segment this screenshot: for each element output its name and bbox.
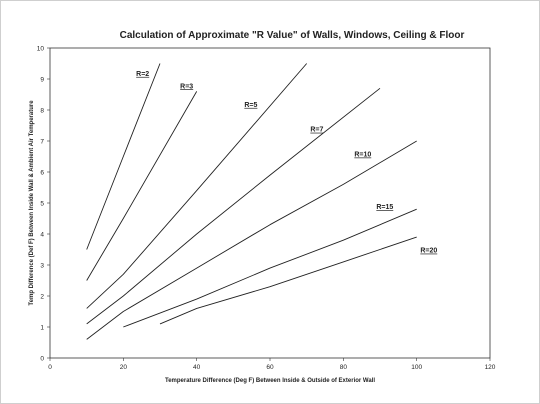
- y-axis: 0 1 2 3 4 5 6 7 8 9 10: [37, 45, 50, 362]
- x-tick-label: 0: [48, 364, 52, 371]
- series-line-r7: [86, 87, 381, 325]
- series-line-r3: [86, 91, 198, 281]
- series-lines: [86, 63, 417, 340]
- chart-title: Calculation of Approximate "R Value" of …: [120, 30, 465, 41]
- series-label-r10: R=10: [354, 152, 371, 159]
- series-line-r5: [86, 63, 308, 309]
- y-tick-label: 6: [40, 169, 44, 176]
- y-tick-label: 1: [40, 324, 44, 331]
- y-tick-label: 4: [40, 231, 44, 238]
- series-label-r5: R=5: [244, 102, 257, 109]
- y-tick-label: 0: [40, 355, 44, 362]
- x-tick-label: 80: [340, 364, 348, 371]
- series-label-r2: R=2: [136, 71, 149, 78]
- x-tick-label: 120: [485, 364, 496, 371]
- x-tick-label: 60: [266, 364, 274, 371]
- x-tick-label: 20: [120, 364, 128, 371]
- series-label-r7: R=7: [310, 127, 323, 134]
- y-tick-label: 2: [40, 293, 44, 300]
- series-line-r15: [123, 208, 417, 328]
- series-line-r2: [86, 63, 161, 250]
- series-labels: R=2 R=3 R=5 R=7 R=10 R=15 R=20: [136, 71, 437, 255]
- series-label-r20: R=20: [420, 248, 437, 255]
- series-line-r20: [159, 236, 417, 325]
- series-label-r3: R=3: [180, 83, 193, 90]
- y-tick-label: 5: [40, 200, 44, 207]
- y-tick-label: 9: [40, 76, 44, 83]
- y-tick-label: 3: [40, 262, 44, 269]
- y-tick-label: 7: [40, 138, 44, 145]
- series-line-r10: [86, 140, 417, 340]
- x-axis-label: Temperature Difference (Deg F) Between I…: [165, 378, 375, 384]
- x-tick-label: 100: [411, 364, 422, 371]
- series-label-r15: R=15: [376, 204, 393, 211]
- y-tick-label: 10: [37, 45, 45, 52]
- y-tick-label: 8: [40, 107, 44, 114]
- plot-area: [49, 47, 491, 359]
- y-axis-label: Temp Difference (Def F) Between Inside W…: [29, 100, 35, 306]
- x-axis: 0 20 40 60 80 100 120: [48, 358, 496, 371]
- x-tick-label: 40: [193, 364, 201, 371]
